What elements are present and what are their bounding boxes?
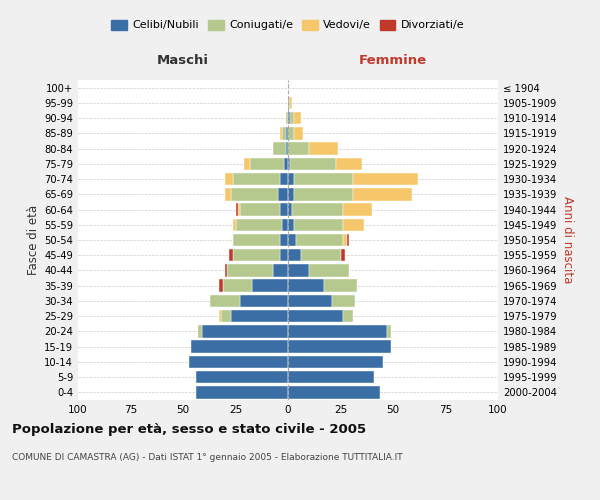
- Bar: [296, 234, 343, 246]
- Bar: [288, 310, 343, 322]
- Bar: [280, 204, 288, 216]
- Bar: [250, 158, 284, 170]
- Bar: [343, 204, 372, 216]
- Bar: [288, 127, 295, 140]
- Bar: [218, 310, 221, 322]
- Bar: [196, 371, 288, 384]
- Bar: [292, 204, 343, 216]
- Bar: [324, 280, 358, 292]
- Text: Maschi: Maschi: [157, 54, 209, 68]
- Bar: [191, 340, 288, 353]
- Bar: [233, 173, 280, 186]
- Bar: [288, 204, 292, 216]
- Bar: [301, 249, 341, 262]
- Bar: [343, 234, 347, 246]
- Bar: [288, 356, 383, 368]
- Bar: [223, 280, 252, 292]
- Bar: [232, 188, 277, 200]
- Bar: [309, 264, 349, 276]
- Bar: [288, 96, 290, 109]
- Bar: [290, 158, 337, 170]
- Bar: [189, 356, 288, 368]
- Bar: [290, 112, 295, 124]
- Bar: [295, 127, 303, 140]
- Bar: [337, 158, 361, 170]
- Bar: [286, 142, 288, 155]
- Text: Popolazione per età, sesso e stato civile - 2005: Popolazione per età, sesso e stato civil…: [12, 422, 366, 436]
- Bar: [198, 325, 202, 338]
- Text: COMUNE DI CAMASTRA (AG) - Dati ISTAT 1° gennaio 2005 - Elaborazione TUTTITALIA.I: COMUNE DI CAMASTRA (AG) - Dati ISTAT 1° …: [12, 452, 403, 462]
- Bar: [280, 127, 282, 140]
- Bar: [244, 158, 250, 170]
- Bar: [202, 325, 288, 338]
- Bar: [288, 112, 290, 124]
- Bar: [288, 371, 374, 384]
- Bar: [218, 280, 223, 292]
- Bar: [225, 188, 232, 200]
- Bar: [288, 386, 380, 398]
- Bar: [288, 264, 309, 276]
- Bar: [240, 294, 288, 307]
- Y-axis label: Fasce di età: Fasce di età: [27, 205, 40, 275]
- Bar: [288, 142, 309, 155]
- Bar: [225, 173, 233, 186]
- Bar: [353, 173, 418, 186]
- Bar: [284, 158, 288, 170]
- Bar: [288, 294, 332, 307]
- Bar: [210, 294, 240, 307]
- Bar: [295, 218, 343, 231]
- Legend: Celibi/Nubili, Coniugati/e, Vedovi/e, Divorziati/e: Celibi/Nubili, Coniugati/e, Vedovi/e, Di…: [107, 15, 469, 35]
- Bar: [343, 218, 364, 231]
- Bar: [277, 188, 288, 200]
- Bar: [196, 386, 288, 398]
- Bar: [341, 249, 344, 262]
- Bar: [290, 96, 292, 109]
- Bar: [238, 204, 240, 216]
- Bar: [233, 249, 280, 262]
- Bar: [353, 188, 412, 200]
- Text: Femmine: Femmine: [359, 54, 427, 68]
- Bar: [295, 173, 353, 186]
- Bar: [288, 249, 301, 262]
- Bar: [332, 294, 355, 307]
- Bar: [295, 112, 301, 124]
- Bar: [233, 218, 235, 231]
- Bar: [280, 249, 288, 262]
- Bar: [288, 234, 296, 246]
- Bar: [235, 204, 238, 216]
- Bar: [288, 218, 295, 231]
- Bar: [274, 264, 288, 276]
- Bar: [288, 173, 295, 186]
- Bar: [288, 158, 290, 170]
- Bar: [280, 234, 288, 246]
- Bar: [288, 280, 324, 292]
- Bar: [221, 310, 232, 322]
- Bar: [252, 280, 288, 292]
- Bar: [280, 173, 288, 186]
- Bar: [233, 234, 280, 246]
- Bar: [240, 204, 280, 216]
- Bar: [387, 325, 391, 338]
- Bar: [282, 127, 286, 140]
- Bar: [232, 310, 288, 322]
- Bar: [286, 112, 288, 124]
- Bar: [347, 234, 349, 246]
- Bar: [227, 264, 274, 276]
- Bar: [235, 218, 282, 231]
- Y-axis label: Anni di nascita: Anni di nascita: [561, 196, 574, 284]
- Bar: [288, 340, 391, 353]
- Bar: [225, 264, 227, 276]
- Bar: [343, 310, 353, 322]
- Bar: [286, 127, 288, 140]
- Bar: [295, 188, 353, 200]
- Bar: [288, 325, 387, 338]
- Bar: [309, 142, 338, 155]
- Bar: [273, 142, 286, 155]
- Bar: [282, 218, 288, 231]
- Bar: [288, 188, 295, 200]
- Bar: [229, 249, 233, 262]
